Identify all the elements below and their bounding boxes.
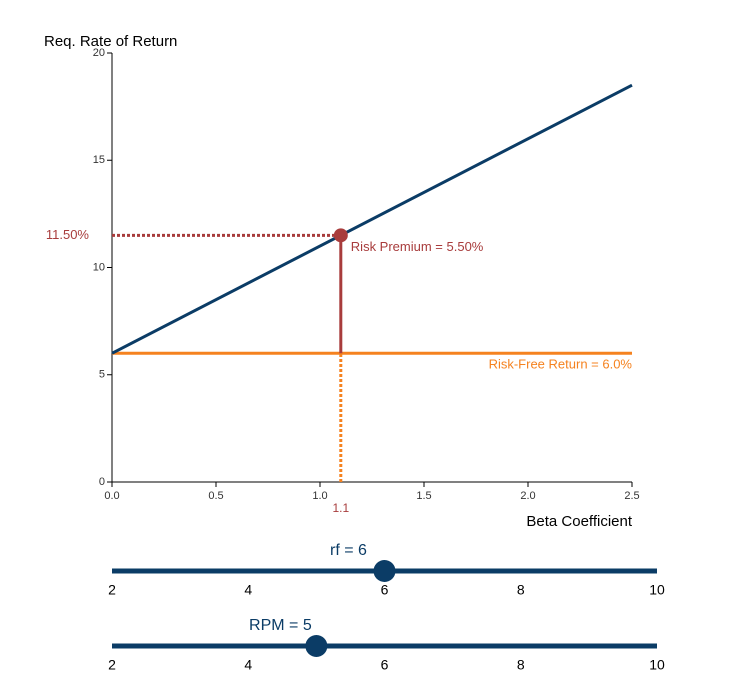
slider-label: RPM = 5 bbox=[249, 617, 312, 634]
risk-free-label: Risk-Free Return = 6.0% bbox=[489, 357, 633, 372]
x-axis-title: Beta Coefficient bbox=[526, 513, 632, 530]
x-tick-label: 2.0 bbox=[520, 490, 535, 502]
slider-handle[interactable] bbox=[305, 635, 328, 657]
point bbox=[333, 228, 348, 243]
slider-tick-label: 10 bbox=[649, 582, 665, 598]
series-line bbox=[111, 83, 633, 355]
slider-label: rf = 6 bbox=[330, 542, 367, 559]
slider-tick-label: 10 bbox=[649, 657, 665, 673]
x-tick-label: 1.5 bbox=[416, 490, 431, 502]
slider-tick-label: 2 bbox=[108, 582, 116, 598]
y-axis-title: Req. Rate of Return bbox=[44, 33, 177, 50]
slider-tick-label: 4 bbox=[244, 657, 252, 673]
x-tick-label: 0.5 bbox=[208, 490, 223, 502]
y-tick-label: 10 bbox=[93, 261, 105, 273]
slider-tick-label: 4 bbox=[244, 582, 252, 598]
y-tick-label: 15 bbox=[93, 154, 105, 166]
x-tick-label: 2.5 bbox=[624, 490, 639, 502]
point-x-label: 1.1 bbox=[332, 501, 349, 515]
slider-tick-label: 8 bbox=[517, 657, 525, 673]
y-tick-label: 0 bbox=[99, 476, 105, 488]
point-y-label: 11.50% bbox=[46, 227, 90, 242]
slider-handle[interactable] bbox=[373, 560, 396, 582]
slider-tick-label: 8 bbox=[517, 582, 525, 598]
y-tick-label: 5 bbox=[99, 369, 105, 381]
x-tick-label: 0.0 bbox=[104, 490, 119, 502]
risk-premium-label: Risk Premium = 5.50% bbox=[351, 239, 484, 254]
slider-tick-label: 6 bbox=[381, 582, 389, 598]
slider-tick-label: 2 bbox=[108, 657, 116, 673]
slider-tick-label: 6 bbox=[381, 657, 389, 673]
x-tick-label: 1.0 bbox=[312, 490, 327, 502]
y-tick-label: 20 bbox=[93, 47, 105, 59]
